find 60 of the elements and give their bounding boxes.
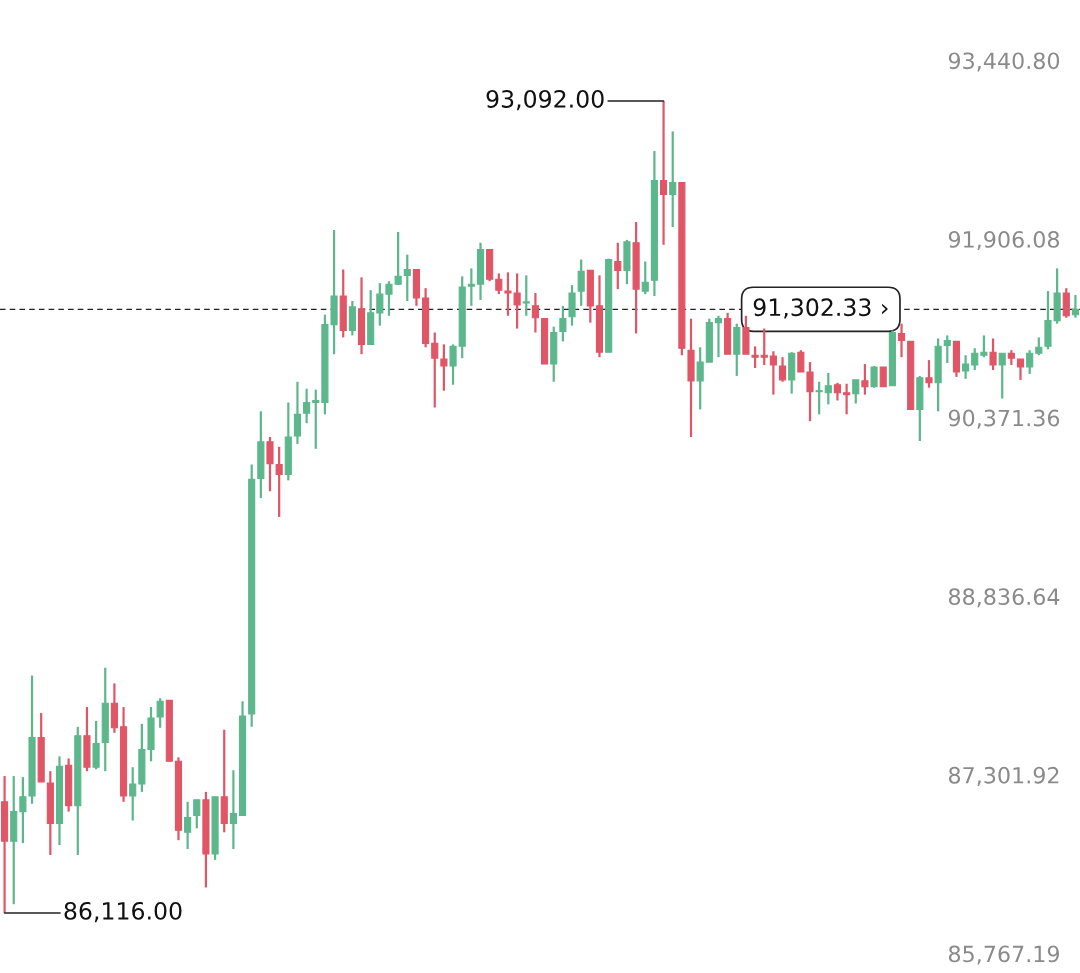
candlestick xyxy=(980,334,988,359)
candlestick xyxy=(522,274,530,317)
annotation: 86,116.00 xyxy=(64,901,182,923)
candlestick xyxy=(275,445,283,518)
candlestick xyxy=(440,343,448,392)
candlestick xyxy=(1026,349,1034,376)
candlestick xyxy=(714,314,723,359)
candlestick xyxy=(998,352,1006,400)
candlestick xyxy=(659,99,668,246)
candlestick xyxy=(943,334,951,365)
candlestick xyxy=(989,337,997,372)
y-tick-label: 93,440.80 xyxy=(948,52,1060,72)
y-tick-label: 90,371.36 xyxy=(948,409,1060,429)
candlestick xyxy=(870,364,878,389)
candlestick xyxy=(669,130,677,229)
candlestick xyxy=(897,322,906,359)
candlestick xyxy=(403,253,411,303)
candlestick xyxy=(1062,287,1070,319)
candlestick xyxy=(925,358,933,389)
candlestick xyxy=(129,766,137,822)
candlestick xyxy=(229,769,237,851)
candlestick xyxy=(641,260,649,296)
candlestick xyxy=(815,380,823,416)
candlestick xyxy=(824,371,832,406)
y-tick-label: 87,301.92 xyxy=(948,766,1059,786)
candlestick xyxy=(577,258,585,307)
y-tick-label: 88,836.64 xyxy=(948,588,1060,608)
candlestick xyxy=(696,346,704,411)
y-tick-label: 91,906.08 xyxy=(948,231,1060,251)
candlestick xyxy=(449,343,457,386)
candlestick xyxy=(751,345,759,370)
candlestick xyxy=(184,800,192,851)
candlestick xyxy=(971,347,979,372)
candlestick xyxy=(614,241,622,291)
candlestick xyxy=(467,267,475,307)
candlestick xyxy=(852,378,860,405)
candlestick xyxy=(531,291,539,334)
candlestick xyxy=(760,327,768,367)
candlestick xyxy=(293,380,302,446)
candlestick xyxy=(1016,358,1025,381)
candlestick xyxy=(559,304,567,343)
candlestick xyxy=(266,435,274,493)
annotation: 93,092.00 xyxy=(486,90,604,111)
candlestick xyxy=(861,362,869,396)
candlestick xyxy=(879,365,887,388)
candlestick xyxy=(312,388,320,450)
candlestick xyxy=(843,382,851,416)
candlestick xyxy=(348,299,356,337)
candlestick xyxy=(431,331,439,409)
candlestick xyxy=(568,284,576,327)
candlestick xyxy=(769,350,777,396)
y-tick-label: 85,767.19 xyxy=(948,945,1059,965)
candlestick xyxy=(1071,293,1079,319)
candlestick xyxy=(303,387,311,425)
candlestick xyxy=(92,719,100,771)
candlestick xyxy=(778,356,787,383)
ref-line-label: 91,302.33 › xyxy=(753,298,888,319)
candlestick xyxy=(495,272,503,296)
candlestick xyxy=(962,354,970,380)
candlestick xyxy=(193,798,201,830)
